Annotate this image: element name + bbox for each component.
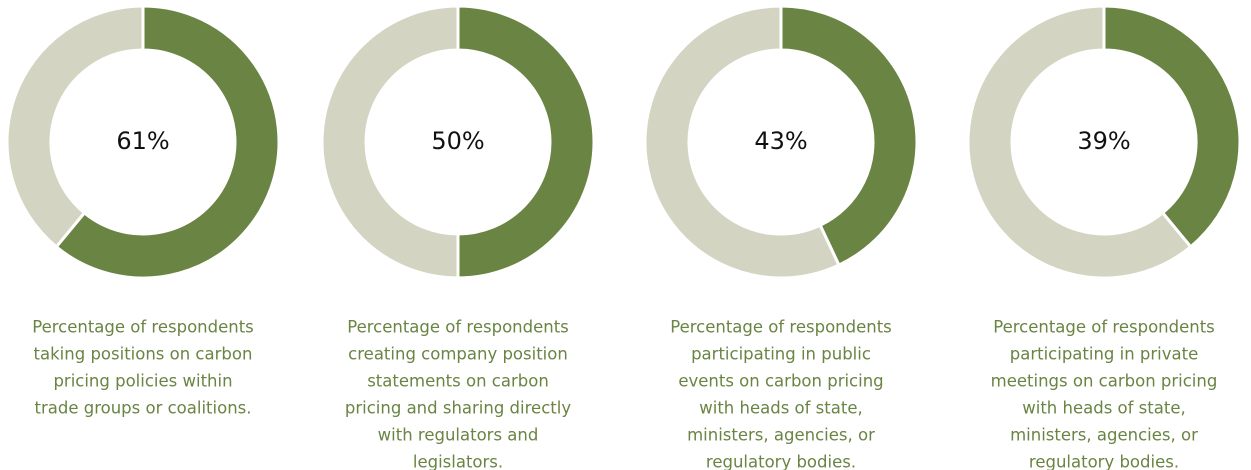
caption: Percentage of respondents	[32, 318, 254, 337]
caption: with regulators and	[378, 426, 539, 445]
caption: participating in private	[1010, 345, 1199, 364]
caption: ministers, agencies, or	[1010, 426, 1198, 445]
donut-segment	[456, 4, 596, 280]
center-label: 43%	[754, 127, 807, 155]
caption: Percentage of respondents	[993, 318, 1215, 337]
caption: with heads of state,	[699, 399, 862, 418]
caption: creating company position	[348, 345, 568, 364]
caption: trade groups or coalitions.	[34, 399, 251, 418]
caption: meetings on carbon pricing	[991, 372, 1218, 391]
donut-segment	[54, 4, 281, 280]
caption: with heads of state,	[1022, 399, 1185, 418]
caption: regulatory bodies.	[706, 453, 856, 470]
center-label: 61%	[116, 127, 169, 155]
donut-segment	[779, 4, 919, 268]
donut-segment	[966, 4, 1193, 280]
caption: taking positions on carbon	[34, 345, 253, 364]
caption: participating in public	[691, 345, 871, 364]
donut-segment	[5, 4, 145, 249]
caption: Percentage of respondents	[670, 318, 892, 337]
donut-segment	[320, 4, 460, 280]
donut-segment	[1102, 4, 1242, 249]
caption: statements on carbon	[367, 372, 549, 391]
caption: ministers, agencies, or	[687, 426, 875, 445]
center-label: 50%	[431, 127, 484, 155]
caption: legislators.	[413, 453, 503, 470]
caption: Percentage of respondents	[347, 318, 569, 337]
caption: regulatory bodies.	[1029, 453, 1179, 470]
caption: pricing and sharing directly	[345, 399, 571, 418]
center-label: 39%	[1077, 127, 1130, 155]
donut-segment	[643, 4, 841, 280]
caption: events on carbon pricing	[678, 372, 883, 391]
caption: pricing policies within	[53, 372, 232, 391]
